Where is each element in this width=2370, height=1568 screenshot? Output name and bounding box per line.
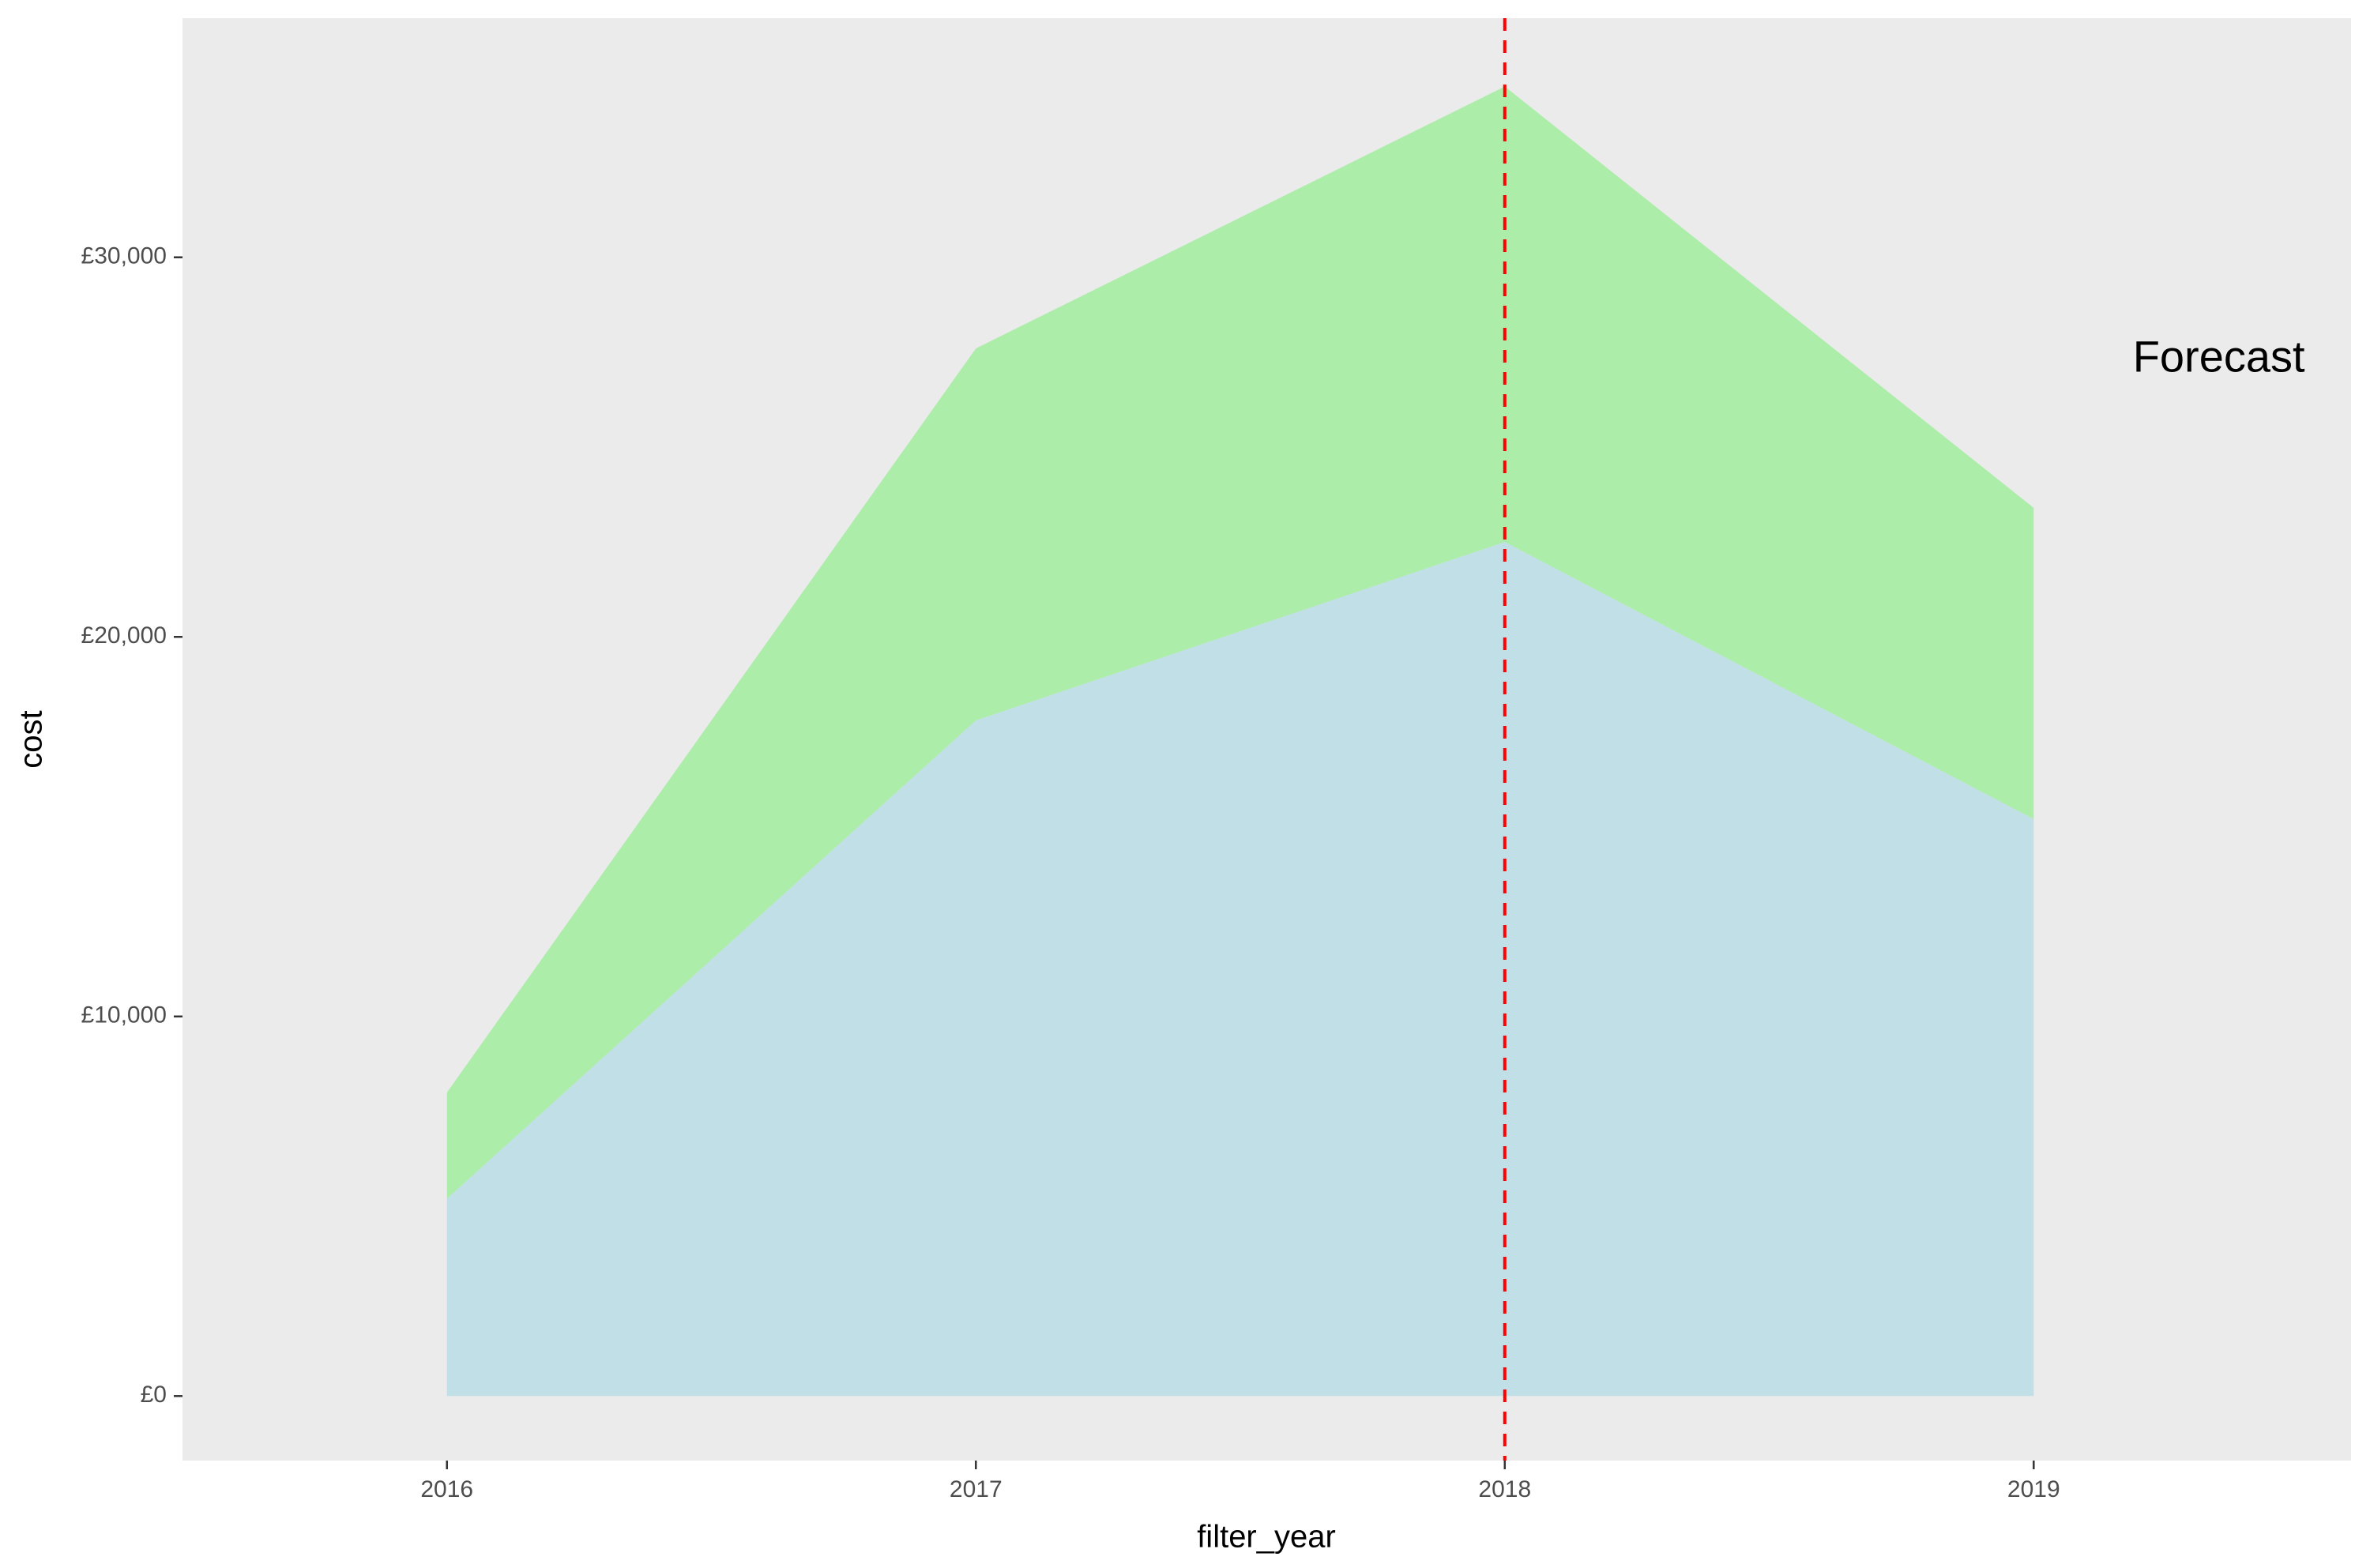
area-series-1: [446, 542, 2034, 1397]
forecast-annotation: Forecast: [2133, 331, 2305, 381]
area-series-2: [446, 86, 2034, 1199]
y-axis: £0 £10,000 £20,000 £30,000: [81, 243, 182, 1408]
x-tick-label: 2017: [950, 1476, 1003, 1502]
x-tick-label: 2019: [2007, 1476, 2060, 1502]
y-tick-label: £30,000: [81, 243, 167, 269]
x-axis: 2016 2017 2018 2019: [420, 1461, 2060, 1502]
series-layer: [446, 86, 2034, 1397]
y-axis-title: cost: [14, 710, 49, 768]
x-axis-title: filter_year: [1197, 1520, 1336, 1555]
x-tick-label: 2018: [1478, 1476, 1531, 1502]
y-tick-label: £20,000: [81, 622, 167, 649]
y-tick-label: £0: [141, 1382, 167, 1408]
y-tick-label: £10,000: [81, 1002, 167, 1028]
x-tick-label: 2016: [420, 1476, 473, 1502]
